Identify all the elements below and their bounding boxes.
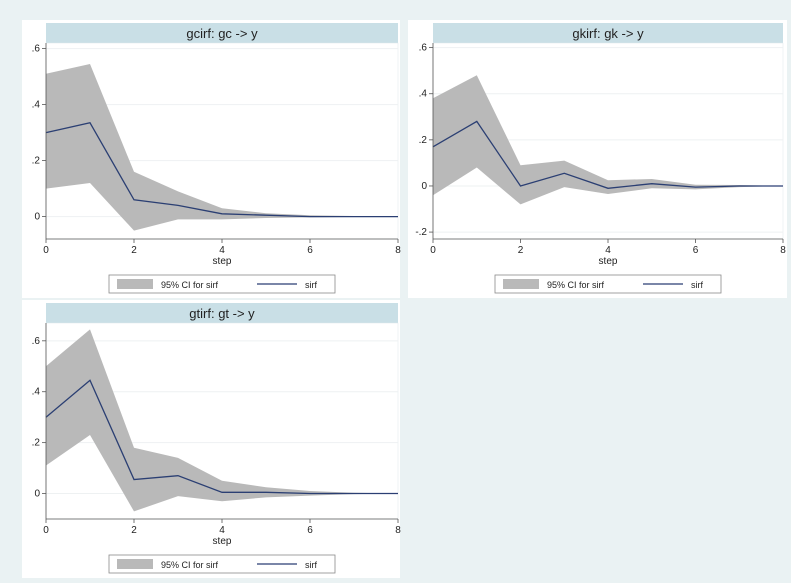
series-ci-band <box>46 329 398 512</box>
legend-label-ci: 95% CI for sirf <box>547 280 605 290</box>
panel-title: gcirf: gc -> y <box>186 26 258 41</box>
y-tick-label: 0 <box>34 489 40 500</box>
x-tick-label: 6 <box>693 245 699 256</box>
y-tick-label: .4 <box>419 89 428 100</box>
x-tick-label: 6 <box>307 245 313 256</box>
series-sirf-line <box>45 379 398 495</box>
x-axis-label: step <box>213 256 232 267</box>
legend-box <box>108 274 336 294</box>
x-tick-label: 8 <box>395 245 401 256</box>
panel-title: gkirf: gk -> y <box>572 26 644 41</box>
legend: 95% CI for sirf sirf <box>108 274 336 294</box>
y-tick-label: 0 <box>421 181 427 192</box>
legend: 95% CI for sirf sirf <box>494 274 722 294</box>
y-tick-label: .4 <box>32 387 41 398</box>
y-tick-label: -.2 <box>415 227 427 238</box>
y-tick-label: 0 <box>34 212 40 223</box>
y-tick-label: .2 <box>419 135 428 146</box>
legend-box <box>494 274 722 294</box>
series-sirf-line <box>45 122 398 218</box>
panels: gcirf: gc -> y 0 .2 .4 .6 0 2 4 6 8 step 95% CI for… <box>22 20 787 578</box>
x-tick-label: 0 <box>430 245 436 256</box>
panel-title: gtirf: gt -> y <box>189 306 255 321</box>
legend-label-sirf: sirf <box>691 280 703 290</box>
y-tick-label: .4 <box>32 100 41 111</box>
x-tick-label: 4 <box>605 245 611 256</box>
y-tick-label: .6 <box>32 44 41 55</box>
x-axis-label: step <box>213 536 232 547</box>
legend-label-ci: 95% CI for sirf <box>161 280 219 290</box>
x-tick-label: 0 <box>43 525 49 536</box>
series-sirf-line <box>432 120 783 189</box>
panel-title-bar <box>46 23 398 43</box>
series-ci-band <box>46 64 398 231</box>
legend-swatch-ci <box>503 279 539 289</box>
legend-label-sirf: sirf <box>305 560 317 570</box>
x-tick-label: 0 <box>43 245 49 256</box>
panel-title-bar <box>46 303 398 323</box>
x-tick-label: 8 <box>780 245 786 256</box>
y-tick-label: .6 <box>419 43 428 54</box>
y-tick-label: .6 <box>32 336 41 347</box>
legend: 95% CI for sirf sirf <box>108 554 336 574</box>
panel-title-bar <box>433 23 783 43</box>
x-tick-label: 4 <box>219 525 225 536</box>
irf-panel-1: gcirf: gc -> y 0 .2 .4 .6 0 2 4 6 8 step 95% CI for… <box>22 20 401 298</box>
x-tick-label: 2 <box>131 525 137 536</box>
x-tick-label: 8 <box>395 525 401 536</box>
y-tick-label: .2 <box>32 438 41 449</box>
series-ci-band <box>433 75 783 205</box>
x-tick-label: 2 <box>518 245 524 256</box>
y-tick-label: .2 <box>32 156 41 167</box>
legend-label-sirf: sirf <box>305 280 317 290</box>
legend-box <box>108 554 336 574</box>
irf-panel-3: gtirf: gt -> y 0 .2 .4 .6 0 2 4 6 8 step 95% CI for… <box>22 300 401 578</box>
legend-swatch-ci <box>117 279 153 289</box>
x-tick-label: 2 <box>131 245 137 256</box>
x-axis-label: step <box>599 256 618 267</box>
legend-label-ci: 95% CI for sirf <box>161 560 219 570</box>
x-tick-label: 6 <box>307 525 313 536</box>
x-tick-label: 4 <box>219 245 225 256</box>
legend-swatch-ci <box>117 559 153 569</box>
